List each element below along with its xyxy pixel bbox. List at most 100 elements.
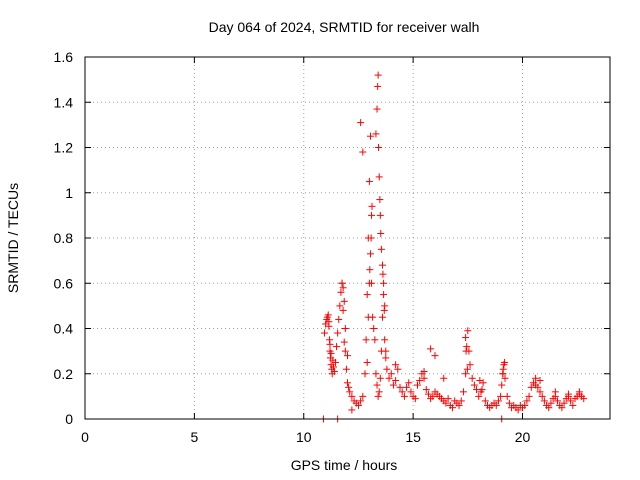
data-point xyxy=(370,325,378,332)
data-point xyxy=(407,388,415,396)
data-point xyxy=(420,367,428,375)
x-tick-label: 10 xyxy=(296,429,312,445)
data-point xyxy=(372,370,380,378)
data-point xyxy=(462,370,470,378)
data-point xyxy=(382,347,390,355)
data-point xyxy=(363,358,371,366)
data-point xyxy=(385,374,393,382)
data-point xyxy=(514,406,522,414)
data-point xyxy=(505,399,513,407)
data-point xyxy=(551,388,559,396)
data-point xyxy=(333,343,341,351)
data-point xyxy=(379,261,386,269)
data-point xyxy=(376,374,384,382)
data-point xyxy=(375,388,383,396)
data-point xyxy=(536,377,544,385)
data-point xyxy=(525,392,533,400)
data-point xyxy=(414,381,421,389)
data-point xyxy=(341,325,349,332)
data-point xyxy=(368,202,376,210)
data-point xyxy=(372,130,380,138)
data-point xyxy=(359,392,367,400)
data-point xyxy=(564,390,572,398)
data-point xyxy=(366,250,374,258)
data-point xyxy=(375,144,383,151)
data-point xyxy=(375,173,383,181)
data-point xyxy=(367,234,375,242)
data-point xyxy=(396,383,404,391)
data-point xyxy=(340,297,348,305)
data-point xyxy=(580,395,588,403)
data-point xyxy=(462,347,470,355)
data-point xyxy=(569,401,577,409)
data-point xyxy=(380,279,388,287)
data-point xyxy=(427,345,435,353)
data-point xyxy=(497,392,505,400)
data-point xyxy=(475,392,483,400)
y-tick-label: 1.2 xyxy=(54,140,74,156)
data-point xyxy=(336,302,344,310)
data-point xyxy=(459,388,467,396)
data-point xyxy=(476,377,484,385)
data-point xyxy=(405,379,413,387)
data-point xyxy=(498,381,506,389)
y-tick-label: 0.4 xyxy=(54,321,74,337)
data-point xyxy=(330,367,338,375)
data-point xyxy=(346,388,354,396)
data-point xyxy=(387,370,395,378)
data-point xyxy=(382,354,390,362)
data-point xyxy=(431,352,439,360)
data-point xyxy=(374,82,382,90)
data-point xyxy=(344,352,351,360)
data-point xyxy=(521,401,529,409)
data-point xyxy=(326,340,334,348)
axes: 0 0.2 0.4 0.6 0.8 1 1.2 1.4 1.6 0 5 10 15 20 xyxy=(54,49,611,445)
data-point xyxy=(429,392,437,400)
data-point xyxy=(327,349,335,357)
data-point xyxy=(377,229,385,237)
data-point xyxy=(376,211,384,219)
data-point xyxy=(536,388,544,396)
data-point xyxy=(501,358,509,366)
data-point xyxy=(538,392,546,400)
data-point xyxy=(374,392,382,400)
data-point xyxy=(340,338,348,346)
data-point xyxy=(532,374,540,382)
data-point xyxy=(324,311,332,319)
data-point xyxy=(575,388,583,396)
data-point xyxy=(523,397,531,405)
y-tick-label: 1.6 xyxy=(54,49,74,65)
data-point xyxy=(464,327,472,335)
data-point xyxy=(462,334,470,342)
data-point xyxy=(494,397,502,405)
data-point xyxy=(381,336,389,344)
data-point xyxy=(392,377,400,385)
data-point xyxy=(380,291,388,299)
data-point xyxy=(359,148,367,156)
x-tick-label: 0 xyxy=(81,429,89,445)
data-point xyxy=(545,404,553,412)
data-point xyxy=(339,306,347,314)
x-axis-label: GPS time / hours xyxy=(291,457,398,473)
y-axis-label: SRMTID / TECUs xyxy=(5,183,21,293)
data-point xyxy=(362,336,370,344)
data-point xyxy=(331,358,339,366)
data-point xyxy=(424,390,432,398)
data-point xyxy=(341,347,349,355)
data-point xyxy=(321,329,329,337)
data-point xyxy=(534,383,542,391)
data-point xyxy=(444,395,452,403)
data-point xyxy=(365,177,373,185)
data-point xyxy=(339,284,347,292)
data-point xyxy=(368,211,376,219)
data-point xyxy=(348,392,356,400)
data-point xyxy=(357,119,365,127)
data-point xyxy=(373,381,381,389)
data-point xyxy=(468,374,476,382)
data-point xyxy=(325,322,333,330)
data-point xyxy=(398,388,406,396)
data-point xyxy=(389,381,397,389)
data-point xyxy=(558,404,566,412)
data-point xyxy=(567,397,575,405)
data-point xyxy=(357,397,365,405)
